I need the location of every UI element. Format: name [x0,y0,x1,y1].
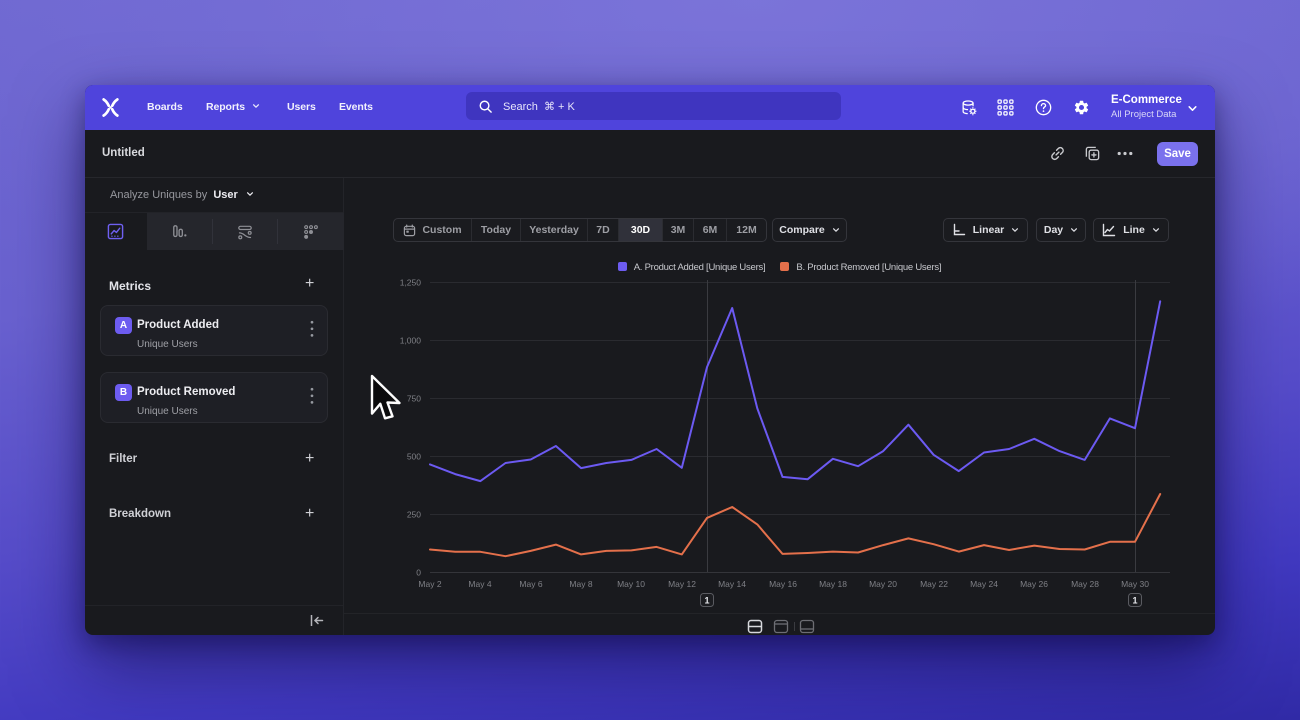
svg-text:May 28: May 28 [1071,579,1099,589]
svg-text:1,250: 1,250 [400,278,422,288]
svg-text:May 4: May 4 [468,579,491,589]
svg-text:May 26: May 26 [1020,579,1048,589]
svg-text:May 8: May 8 [569,579,592,589]
svg-text:May 18: May 18 [819,579,847,589]
svg-text:1,000: 1,000 [400,336,422,346]
svg-text:1: 1 [1132,596,1137,606]
svg-text:May 6: May 6 [519,579,542,589]
svg-text:May 22: May 22 [920,579,948,589]
svg-text:May 24: May 24 [970,579,998,589]
svg-text:1: 1 [704,596,709,606]
svg-text:250: 250 [407,510,421,520]
svg-text:750: 750 [407,394,421,404]
svg-text:May 16: May 16 [769,579,797,589]
svg-text:May 2: May 2 [418,579,441,589]
svg-text:May 10: May 10 [617,579,645,589]
svg-text:May 20: May 20 [869,579,897,589]
svg-text:0: 0 [416,568,421,578]
svg-text:May 12: May 12 [668,579,696,589]
svg-text:May 14: May 14 [718,579,746,589]
svg-text:500: 500 [407,452,421,462]
svg-text:May 30: May 30 [1121,579,1149,589]
